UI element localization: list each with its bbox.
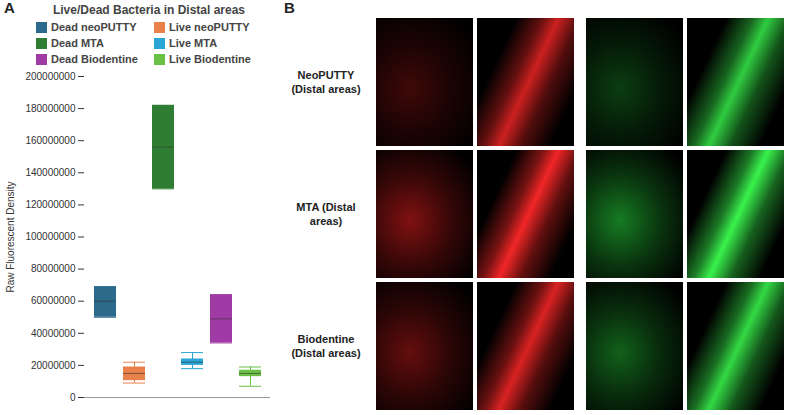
svg-text:20000000: 20000000 [31, 360, 76, 371]
html-text:A: A [4, 0, 15, 16]
html-text:Dead neoPUTTY: Dead neoPUTTY [51, 20, 137, 33]
html-text:Live/Dead Bacteria in Distal a: Live/Dead Bacteria in Distal areas [53, 3, 245, 17]
svg-text:40000000: 40000000 [31, 328, 76, 339]
html-text:B: B [284, 0, 295, 16]
html-text:Dead MTA: Dead MTA [51, 36, 104, 49]
html-text:Biodentine (Distal areas): Biodentine (Distal areas) [291, 333, 361, 359]
svg-text:100000000: 100000000 [25, 231, 75, 242]
svg-text:60000000: 60000000 [31, 295, 76, 306]
svg-text:0: 0 [70, 392, 76, 403]
html-text:MTA (Distal areas): MTA (Distal areas) [296, 201, 356, 227]
svg-text:180000000: 180000000 [25, 103, 75, 114]
html-text:Live MTA: Live MTA [169, 36, 218, 49]
html-text:Dead Biodentine: Dead Biodentine [51, 52, 138, 65]
svg-text:200000000: 200000000 [25, 71, 75, 82]
svg-text:160000000: 160000000 [25, 135, 75, 146]
svg-text:Raw Fluorescent Density: Raw Fluorescent Density [5, 181, 16, 292]
html-text:NeoPUTTY (Distal areas): NeoPUTTY (Distal areas) [291, 69, 361, 95]
svg-text:140000000: 140000000 [25, 167, 75, 178]
svg-text:80000000: 80000000 [31, 263, 76, 274]
html-text:Live neoPUTTY: Live neoPUTTY [169, 20, 250, 33]
svg-text:120000000: 120000000 [25, 199, 75, 210]
html-text:Live Biodentine: Live Biodentine [169, 52, 251, 65]
